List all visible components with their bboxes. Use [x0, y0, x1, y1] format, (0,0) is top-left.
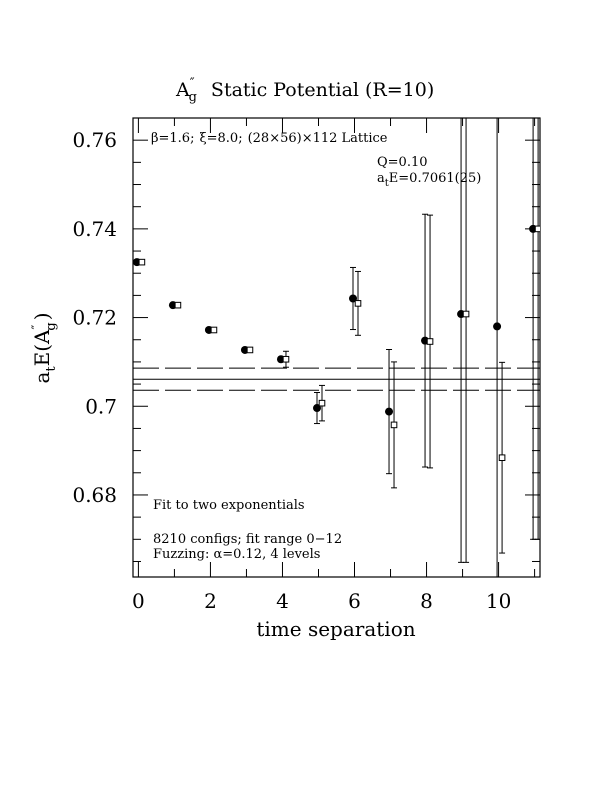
y-axis-label: atE(A″g) [30, 312, 59, 383]
x-tick-label: 6 [348, 589, 361, 613]
data-point-square [462, 310, 470, 318]
data-point-square [390, 421, 398, 429]
data-point-square [318, 399, 326, 407]
data-point-square [354, 300, 362, 307]
x-axis-label: time separation [256, 617, 415, 641]
lattice-label: β=1.6; ξ=8.0; (28×56)×112 Lattice [151, 131, 388, 146]
data-point-square [138, 258, 146, 266]
title-sup: ″ [190, 76, 195, 91]
fit-energy-post: E=0.7061(25) [389, 171, 482, 186]
x-tick-label: 0 [132, 589, 145, 613]
fit-energy-sub: t [385, 178, 389, 189]
data-point-square [534, 225, 540, 233]
ylabel-rest-pre: E(A [30, 329, 54, 366]
ylabel-main: a [30, 372, 54, 384]
data-point-square [426, 338, 434, 345]
ylabel-rest-sub: g [44, 322, 59, 330]
y-tick-label: 0.72 [72, 306, 117, 330]
fit-q-label: Q=0.10 [377, 155, 428, 170]
note-fuzzing: Fuzzing: α=0.12, 4 levels [153, 547, 320, 562]
data-marks [133, 118, 540, 577]
data-point-circle [385, 407, 394, 416]
note-configs: 8210 configs; fit range 0−12 [153, 532, 342, 547]
y-tick-label: 0.74 [72, 217, 117, 241]
title-main: A [175, 79, 190, 101]
data-point-square [282, 355, 290, 363]
fit-band [133, 367, 540, 391]
y-tick-label: 0.76 [72, 128, 117, 152]
ylabel-sub: t [44, 366, 59, 372]
x-tick-label: 8 [420, 589, 433, 613]
data-point-square [246, 346, 254, 354]
title-sub: g [189, 90, 197, 105]
lattice-xi: ξ=8.0; [199, 131, 242, 146]
x-tick-label: 2 [204, 589, 217, 613]
x-tick-label: 10 [486, 589, 511, 613]
chart-title: A″ g Static Potential (R=10) [175, 76, 434, 105]
fit-energy-label: atE=0.7061(25) [377, 171, 481, 189]
data-point-square [210, 326, 218, 334]
ylabel-rest-post: ) [30, 312, 54, 320]
data-point-square [498, 454, 506, 462]
lattice-rest: (28×56)×112 Lattice [248, 131, 388, 146]
fit-energy-pre: a [377, 171, 385, 186]
lattice-beta: β=1.6; [151, 131, 194, 146]
tick-labels: 0 2 4 6 8 10 0.68 0.7 0.72 0.74 0.76 [72, 128, 511, 613]
title-rest: Static Potential (R=10) [211, 79, 434, 101]
data-point-circle [493, 322, 502, 331]
y-tick-label: 0.68 [72, 483, 117, 507]
plot-frame [132, 117, 541, 578]
data-point-square [174, 301, 182, 309]
y-tick-label: 0.7 [85, 394, 117, 418]
note-fit-type: Fit to two exponentials [153, 498, 305, 513]
svg-text:atE(A″g): atE(A″g) [30, 312, 59, 383]
x-tick-label: 4 [276, 589, 289, 613]
ylabel-rest-sup: ″ [30, 324, 45, 329]
